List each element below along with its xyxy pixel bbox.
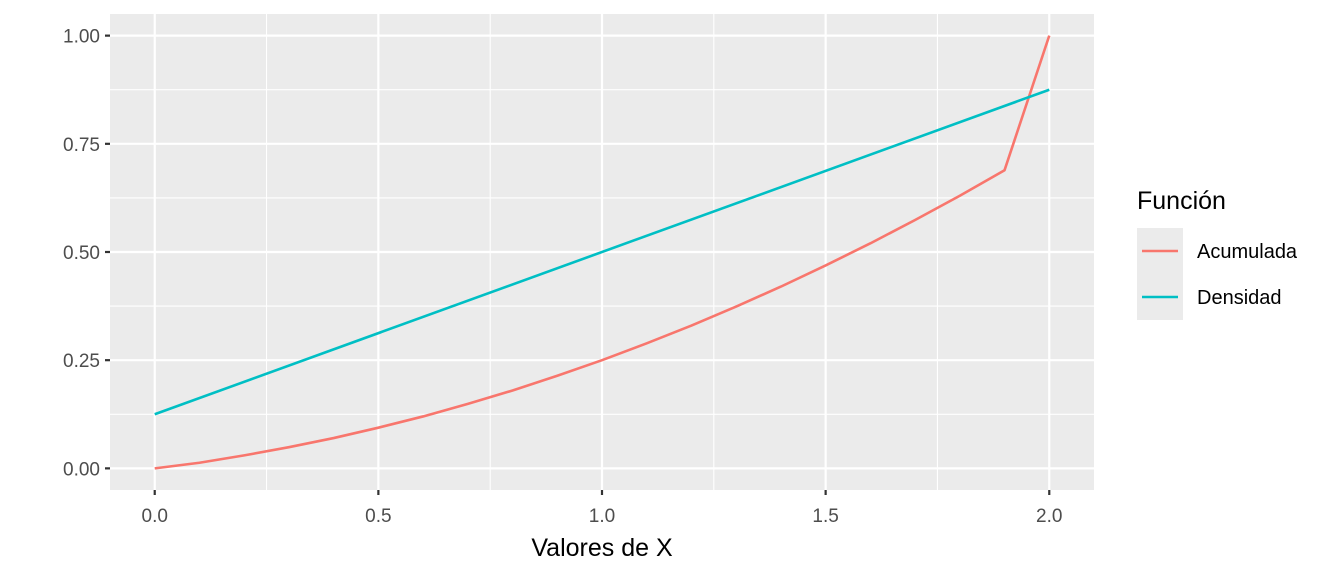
legend-items: Acumulada Densidad — [1137, 228, 1298, 320]
legend-label: Acumulada — [1197, 241, 1298, 263]
x-axis-title: Valores de X — [531, 534, 673, 562]
y-tick-label: 0.00 — [63, 459, 100, 480]
x-axis: 0.0 0.5 1.0 1.5 2.0 — [142, 490, 1062, 527]
legend-title: Función — [1137, 187, 1226, 215]
series-line-acumulada — [154, 35, 1051, 470]
y-tick-label: 0.75 — [63, 135, 100, 156]
y-tick-label: 1.00 — [63, 27, 100, 48]
y-axis: 0.00 0.25 0.50 0.75 1.00 — [63, 27, 110, 480]
x-tick-label: 1.0 — [589, 506, 615, 527]
x-tick-label: 0.5 — [365, 506, 391, 527]
y-tick-label: 0.25 — [63, 351, 100, 372]
series-line-densidad — [154, 88, 1050, 416]
y-tick-label: 0.50 — [63, 243, 100, 264]
series-layer — [154, 35, 1051, 470]
x-tick-label: 2.0 — [1036, 506, 1062, 527]
x-tick-label: 1.5 — [812, 506, 838, 527]
legend-label: Densidad — [1197, 287, 1282, 309]
x-tick-label: 0.0 — [142, 506, 168, 527]
legend: Función Acumulada Densidad — [1137, 187, 1298, 320]
